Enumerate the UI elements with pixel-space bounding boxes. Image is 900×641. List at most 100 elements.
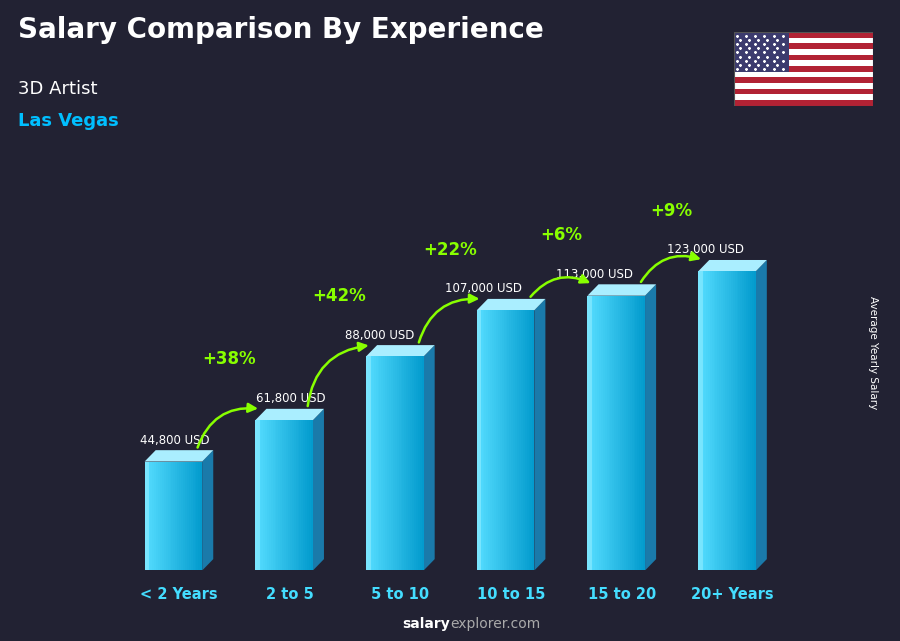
Bar: [634, 296, 635, 570]
Bar: [266, 420, 269, 570]
Bar: [719, 271, 721, 570]
Bar: [734, 100, 873, 106]
Bar: [162, 462, 164, 570]
Bar: [183, 462, 184, 570]
Bar: [409, 356, 410, 570]
Bar: [406, 356, 409, 570]
Bar: [612, 296, 615, 570]
Bar: [402, 356, 404, 570]
Bar: [752, 271, 754, 570]
Bar: [400, 356, 402, 570]
Bar: [145, 462, 147, 570]
FancyArrowPatch shape: [641, 253, 698, 282]
Bar: [509, 310, 511, 570]
Bar: [274, 420, 276, 570]
Bar: [169, 462, 172, 570]
Bar: [311, 420, 313, 570]
Bar: [196, 462, 198, 570]
Bar: [288, 420, 290, 570]
Bar: [517, 310, 519, 570]
Bar: [283, 420, 284, 570]
Bar: [521, 310, 523, 570]
Bar: [176, 462, 177, 570]
Text: 61,800 USD: 61,800 USD: [256, 392, 326, 405]
Bar: [588, 296, 590, 570]
Bar: [418, 356, 419, 570]
Bar: [193, 462, 194, 570]
Bar: [498, 310, 500, 570]
Polygon shape: [366, 345, 435, 356]
Bar: [307, 420, 309, 570]
Bar: [191, 462, 193, 570]
Bar: [166, 462, 167, 570]
Bar: [704, 271, 706, 570]
Bar: [484, 310, 486, 570]
Bar: [492, 310, 494, 570]
Bar: [160, 462, 162, 570]
Bar: [387, 356, 389, 570]
Bar: [194, 462, 196, 570]
Bar: [366, 356, 368, 570]
Bar: [375, 356, 377, 570]
Bar: [591, 296, 593, 570]
Bar: [746, 271, 748, 570]
Bar: [734, 60, 873, 66]
Bar: [707, 271, 710, 570]
Bar: [716, 271, 717, 570]
Bar: [734, 38, 873, 44]
Bar: [414, 356, 416, 570]
Bar: [607, 296, 608, 570]
Text: explorer.com: explorer.com: [450, 617, 540, 631]
Bar: [261, 420, 263, 570]
Bar: [630, 296, 632, 570]
Bar: [422, 356, 424, 570]
Bar: [741, 271, 742, 570]
FancyArrowPatch shape: [531, 275, 588, 297]
Bar: [618, 296, 620, 570]
Bar: [593, 296, 595, 570]
Bar: [734, 271, 736, 570]
Bar: [734, 78, 873, 83]
Bar: [639, 296, 641, 570]
Bar: [187, 462, 189, 570]
Bar: [380, 356, 382, 570]
FancyArrowPatch shape: [418, 295, 477, 342]
Bar: [595, 296, 597, 570]
Bar: [588, 296, 592, 570]
Text: +22%: +22%: [423, 240, 477, 258]
Bar: [397, 356, 399, 570]
Text: +42%: +42%: [312, 287, 366, 304]
Polygon shape: [756, 260, 767, 570]
Text: 88,000 USD: 88,000 USD: [346, 329, 415, 342]
Bar: [727, 271, 729, 570]
Polygon shape: [698, 260, 767, 271]
Text: Salary Comparison By Experience: Salary Comparison By Experience: [18, 16, 544, 44]
Bar: [201, 462, 203, 570]
Bar: [391, 356, 393, 570]
Bar: [295, 420, 298, 570]
Bar: [383, 356, 385, 570]
Bar: [256, 420, 257, 570]
Bar: [734, 88, 873, 94]
Bar: [750, 271, 751, 570]
Bar: [506, 310, 508, 570]
FancyArrowPatch shape: [198, 404, 256, 447]
Bar: [710, 271, 712, 570]
Bar: [721, 271, 723, 570]
Bar: [515, 310, 518, 570]
Bar: [632, 296, 634, 570]
Polygon shape: [645, 285, 656, 570]
Bar: [374, 356, 375, 570]
Text: 123,000 USD: 123,000 USD: [667, 244, 743, 256]
Bar: [729, 271, 731, 570]
Polygon shape: [424, 345, 435, 570]
Bar: [702, 271, 704, 570]
Bar: [736, 271, 739, 570]
Bar: [620, 296, 622, 570]
Bar: [368, 356, 370, 570]
Text: 15 to 20: 15 to 20: [588, 587, 656, 602]
Bar: [489, 310, 491, 570]
Bar: [259, 420, 261, 570]
Bar: [416, 356, 418, 570]
Bar: [404, 356, 406, 570]
